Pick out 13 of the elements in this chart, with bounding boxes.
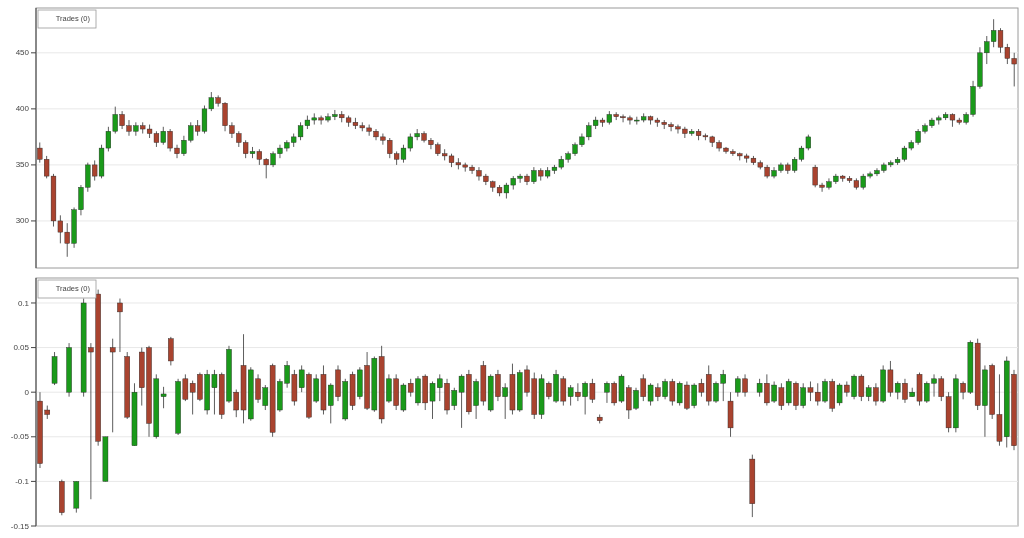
y-tick-label: 450: [15, 48, 30, 58]
candlestick: [117, 298, 123, 353]
y-tick-label: 300: [15, 216, 30, 226]
y-tick-label: -0.1: [15, 476, 30, 486]
y-tick-label: 0: [24, 387, 30, 397]
y-tick-label: 0.1: [17, 298, 30, 308]
y-tick-label: -0.15: [10, 521, 30, 531]
y-tick-label: 400: [15, 104, 30, 114]
y-tick-label: 350: [15, 160, 30, 170]
y-tick-label: 0.05: [13, 343, 30, 353]
candlestick: [168, 336, 174, 366]
candlestick: [109, 338, 116, 433]
y-tick-label: -0.05: [10, 432, 30, 442]
